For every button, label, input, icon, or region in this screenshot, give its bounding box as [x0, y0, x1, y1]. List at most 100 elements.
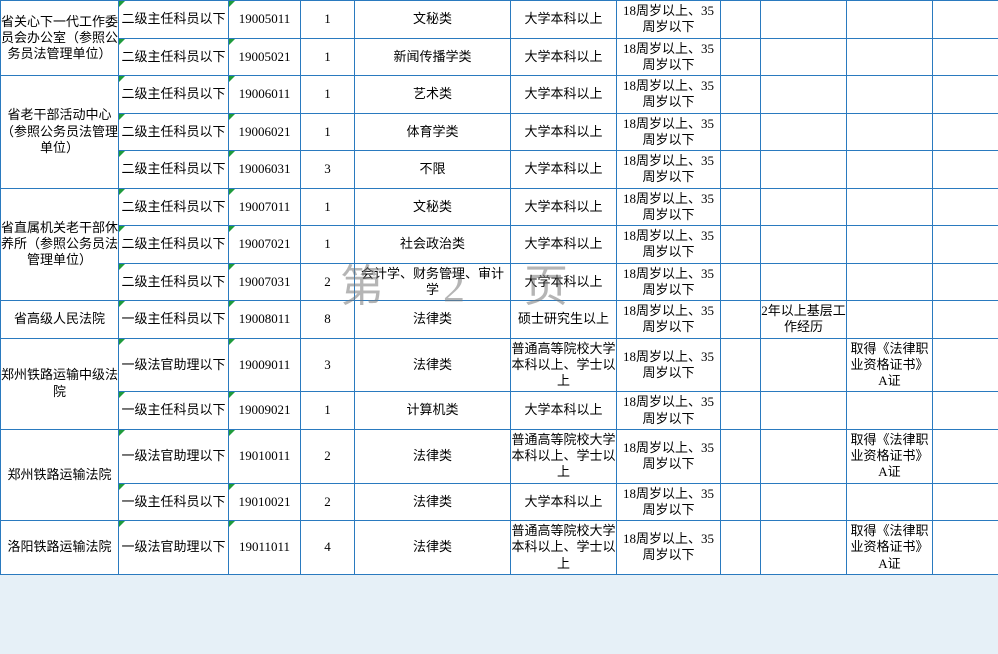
cell-edu: 大学本科以上	[511, 76, 617, 114]
cell-blank2	[933, 76, 998, 114]
cell-note	[847, 1, 933, 39]
cell-note	[847, 76, 933, 114]
cell-major: 社会政治类	[355, 226, 511, 264]
cell-blank2	[933, 338, 998, 392]
cell-exp	[761, 113, 847, 151]
cell-age: 18周岁以上、35周岁以下	[617, 113, 721, 151]
cell-edu: 大学本科以上	[511, 113, 617, 151]
cell-age: 18周岁以上、35周岁以下	[617, 76, 721, 114]
cell-blank1	[721, 226, 761, 264]
cell-major: 不限	[355, 151, 511, 189]
cell-code: 19006031	[229, 151, 301, 189]
cell-major: 法律类	[355, 483, 511, 521]
cell-exp	[761, 151, 847, 189]
cell-rank: 一级主任科员以下	[119, 392, 229, 430]
cell-major: 法律类	[355, 521, 511, 575]
cell-note	[847, 38, 933, 76]
cell-major: 计算机类	[355, 392, 511, 430]
cell-major: 艺术类	[355, 76, 511, 114]
cell-age: 18周岁以上、35周岁以下	[617, 301, 721, 339]
cell-quota: 1	[301, 392, 355, 430]
cell-exp	[761, 38, 847, 76]
cell-age: 18周岁以上、35周岁以下	[617, 151, 721, 189]
cell-blank2	[933, 188, 998, 226]
cell-rank: 二级主任科员以下	[119, 113, 229, 151]
cell-note	[847, 392, 933, 430]
cell-org: 省关心下一代工作委员会办公室（参照公务员法管理单位）	[1, 1, 119, 76]
cell-exp	[761, 76, 847, 114]
cell-code: 19007021	[229, 226, 301, 264]
cell-note	[847, 483, 933, 521]
cell-edu: 普通高等院校大学本科以上、学士以上	[511, 429, 617, 483]
cell-exp	[761, 263, 847, 301]
cell-org: 郑州铁路运输法院	[1, 429, 119, 520]
cell-code: 19006021	[229, 113, 301, 151]
data-table: 省关心下一代工作委员会办公室（参照公务员法管理单位）二级主任科员以下190050…	[0, 0, 998, 575]
cell-rank: 二级主任科员以下	[119, 188, 229, 226]
table-row: 郑州铁路运输法院一级法官助理以下190100112法律类普通高等院校大学本科以上…	[1, 429, 998, 483]
cell-blank1	[721, 151, 761, 189]
cell-age: 18周岁以上、35周岁以下	[617, 392, 721, 430]
cell-major: 文秘类	[355, 1, 511, 39]
cell-blank2	[933, 301, 998, 339]
table-row: 省直属机关老干部休养所（参照公务员法管理单位）二级主任科员以下190070111…	[1, 188, 998, 226]
cell-major: 法律类	[355, 338, 511, 392]
cell-quota: 1	[301, 38, 355, 76]
cell-blank1	[721, 392, 761, 430]
cell-age: 18周岁以上、35周岁以下	[617, 338, 721, 392]
cell-note	[847, 113, 933, 151]
cell-quota: 3	[301, 338, 355, 392]
cell-quota: 1	[301, 188, 355, 226]
cell-edu: 大学本科以上	[511, 226, 617, 264]
cell-code: 19007031	[229, 263, 301, 301]
cell-note	[847, 151, 933, 189]
cell-major: 会计学、财务管理、审计学	[355, 263, 511, 301]
cell-quota: 2	[301, 263, 355, 301]
cell-org: 省直属机关老干部休养所（参照公务员法管理单位）	[1, 188, 119, 301]
cell-blank1	[721, 429, 761, 483]
cell-exp	[761, 429, 847, 483]
cell-age: 18周岁以上、35周岁以下	[617, 226, 721, 264]
table-row: 一级主任科员以下190100212法律类大学本科以上18周岁以上、35周岁以下	[1, 483, 998, 521]
cell-age: 18周岁以上、35周岁以下	[617, 188, 721, 226]
cell-exp	[761, 521, 847, 575]
cell-blank1	[721, 263, 761, 301]
cell-rank: 二级主任科员以下	[119, 76, 229, 114]
cell-code: 19009011	[229, 338, 301, 392]
cell-code: 19005011	[229, 1, 301, 39]
table-row: 省高级人民法院一级主任科员以下190080118法律类硕士研究生以上18周岁以上…	[1, 301, 998, 339]
cell-quota: 2	[301, 429, 355, 483]
cell-quota: 1	[301, 113, 355, 151]
cell-org: 郑州铁路运输中级法院	[1, 338, 119, 429]
cell-blank1	[721, 301, 761, 339]
cell-quota: 8	[301, 301, 355, 339]
cell-blank1	[721, 521, 761, 575]
cell-quota: 2	[301, 483, 355, 521]
cell-age: 18周岁以上、35周岁以下	[617, 38, 721, 76]
cell-org: 省高级人民法院	[1, 301, 119, 339]
cell-note: 取得《法律职业资格证书》A证	[847, 521, 933, 575]
cell-blank2	[933, 429, 998, 483]
cell-edu: 大学本科以上	[511, 392, 617, 430]
cell-exp	[761, 226, 847, 264]
cell-blank1	[721, 188, 761, 226]
table-row: 二级主任科员以下190070211社会政治类大学本科以上18周岁以上、35周岁以…	[1, 226, 998, 264]
cell-age: 18周岁以上、35周岁以下	[617, 429, 721, 483]
cell-code: 19010021	[229, 483, 301, 521]
table-row: 二级主任科员以下190050211新闻传播学类大学本科以上18周岁以上、35周岁…	[1, 38, 998, 76]
cell-exp	[761, 1, 847, 39]
cell-rank: 一级法官助理以下	[119, 338, 229, 392]
cell-major: 文秘类	[355, 188, 511, 226]
cell-quota: 3	[301, 151, 355, 189]
cell-edu: 大学本科以上	[511, 151, 617, 189]
cell-code: 19008011	[229, 301, 301, 339]
cell-blank2	[933, 226, 998, 264]
cell-note	[847, 263, 933, 301]
cell-age: 18周岁以上、35周岁以下	[617, 263, 721, 301]
cell-exp	[761, 338, 847, 392]
cell-rank: 二级主任科员以下	[119, 226, 229, 264]
cell-edu: 大学本科以上	[511, 1, 617, 39]
cell-quota: 1	[301, 76, 355, 114]
cell-major: 法律类	[355, 301, 511, 339]
cell-rank: 一级主任科员以下	[119, 483, 229, 521]
